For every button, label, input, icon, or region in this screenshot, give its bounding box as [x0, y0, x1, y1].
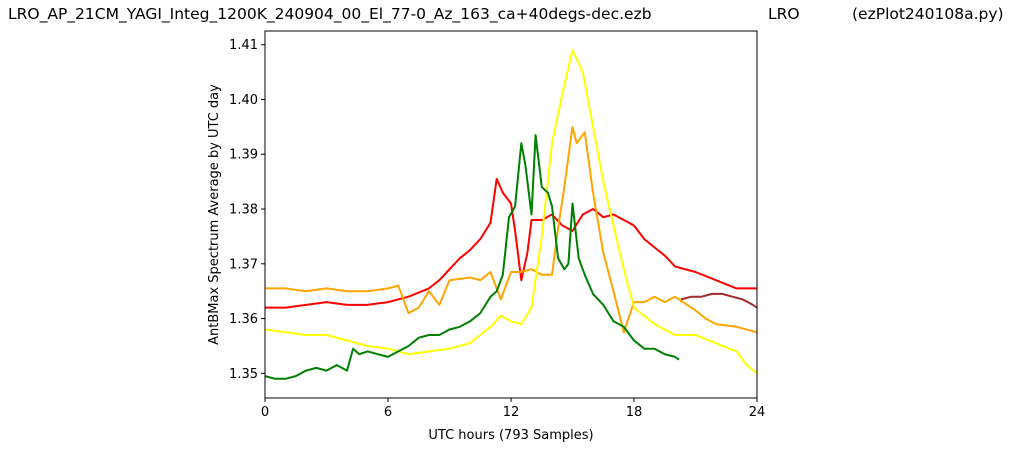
y-tick-label: 1.41: [229, 38, 258, 53]
x-axis: 0 6 12 18 24: [261, 398, 765, 420]
y-tick-label: 1.35: [229, 367, 258, 382]
y-tick-label: 1.36: [229, 312, 258, 327]
chart-title-filename: LRO_AP_21CM_YAGI_Integ_1200K_240904_00_E…: [8, 5, 652, 23]
x-tick-label: 0: [261, 405, 269, 420]
y-tick-label: 1.38: [229, 203, 258, 218]
series-line-4: [264, 134, 680, 380]
y-tick-label: 1.39: [229, 148, 258, 163]
x-tick-label: 6: [384, 405, 392, 420]
y-axis-label: AntBMax Spectrum Average by UTC day: [207, 84, 222, 345]
series-line-3: [264, 49, 758, 375]
series-line-5: [680, 292, 758, 309]
series-line-2: [265, 125, 758, 334]
chart-title-script: (ezPlot240108a.py): [852, 5, 1004, 23]
series-layer: [264, 49, 758, 380]
y-axis: 1.35 1.36 1.37 1.38 1.39 1.40 1.41: [229, 38, 265, 382]
x-tick-label: 18: [626, 405, 643, 420]
x-tick-label: 12: [503, 405, 520, 420]
series-line-1: [265, 177, 757, 309]
x-tick-label: 24: [749, 405, 766, 420]
y-tick-label: 1.40: [229, 93, 258, 108]
chart-title-site: LRO: [768, 5, 800, 23]
x-axis-label: UTC hours (793 Samples): [428, 428, 593, 443]
y-tick-label: 1.37: [229, 257, 258, 272]
